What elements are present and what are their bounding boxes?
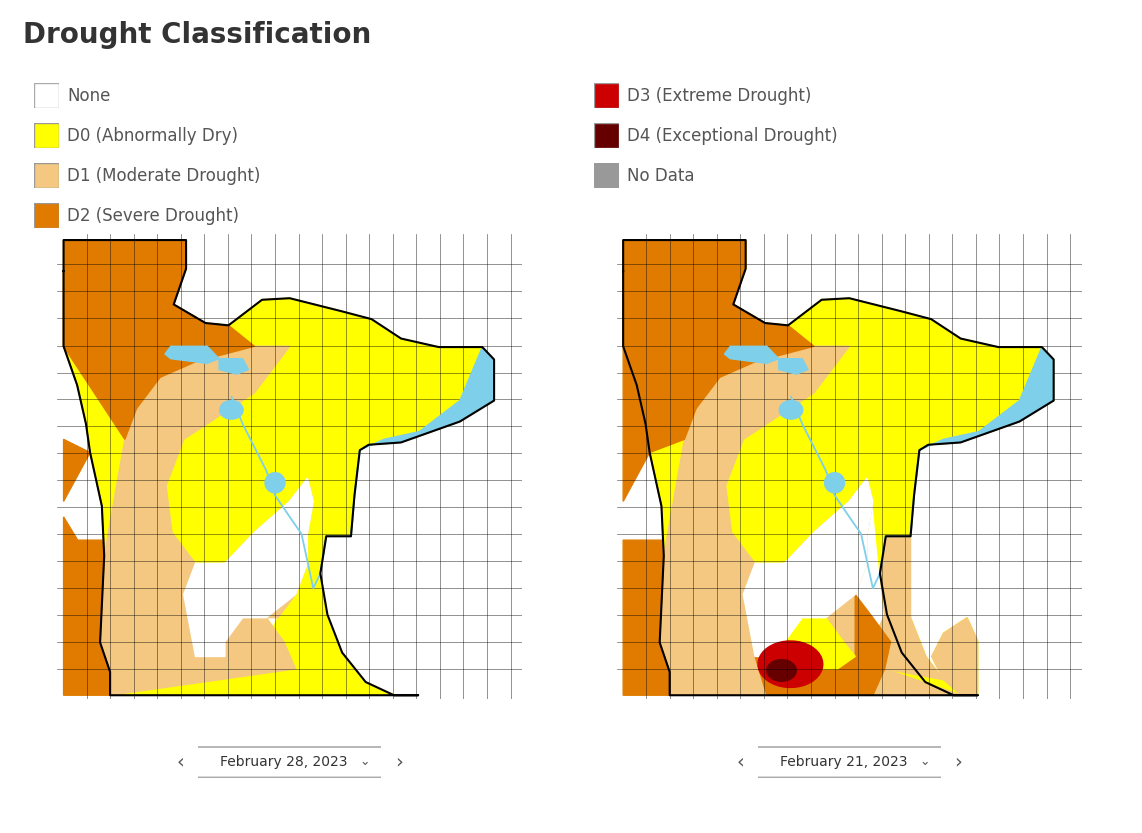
Text: ›: ›	[955, 753, 962, 771]
Polygon shape	[64, 240, 494, 610]
Polygon shape	[624, 540, 669, 696]
Polygon shape	[110, 579, 296, 696]
FancyBboxPatch shape	[594, 163, 619, 188]
Polygon shape	[755, 595, 891, 696]
Polygon shape	[184, 478, 313, 656]
Polygon shape	[785, 618, 844, 669]
Polygon shape	[64, 271, 313, 656]
FancyBboxPatch shape	[594, 83, 619, 108]
Text: D1 (Moderate Drought): D1 (Moderate Drought)	[67, 167, 260, 185]
Polygon shape	[785, 618, 855, 669]
FancyBboxPatch shape	[34, 83, 59, 108]
FancyBboxPatch shape	[34, 203, 59, 228]
Polygon shape	[219, 359, 249, 374]
Polygon shape	[785, 595, 978, 696]
Text: Drought Classification: Drought Classification	[23, 21, 371, 49]
Text: D4 (Exceptional Drought): D4 (Exceptional Drought)	[627, 127, 837, 145]
FancyBboxPatch shape	[755, 747, 944, 777]
Polygon shape	[779, 359, 809, 374]
Text: February 28, 2023: February 28, 2023	[220, 755, 348, 769]
Polygon shape	[767, 660, 796, 681]
Polygon shape	[758, 641, 822, 687]
Polygon shape	[64, 240, 255, 408]
Polygon shape	[624, 347, 697, 501]
Text: ‹: ‹	[177, 753, 185, 771]
Text: ‹: ‹	[737, 753, 745, 771]
Polygon shape	[624, 240, 1054, 610]
Polygon shape	[360, 347, 494, 450]
Polygon shape	[724, 347, 779, 363]
Polygon shape	[64, 240, 494, 696]
Polygon shape	[880, 536, 978, 696]
FancyBboxPatch shape	[195, 747, 385, 777]
Polygon shape	[64, 271, 137, 439]
Text: No Data: No Data	[627, 167, 694, 185]
Polygon shape	[624, 271, 872, 656]
Polygon shape	[64, 347, 296, 696]
Polygon shape	[669, 595, 785, 696]
Polygon shape	[219, 401, 243, 419]
Polygon shape	[919, 347, 1054, 450]
FancyBboxPatch shape	[34, 123, 59, 148]
Text: ⌄: ⌄	[919, 755, 930, 768]
Polygon shape	[624, 240, 1054, 696]
Polygon shape	[164, 347, 219, 363]
Text: February 21, 2023: February 21, 2023	[780, 755, 908, 769]
Polygon shape	[265, 472, 286, 493]
Polygon shape	[785, 536, 978, 696]
Polygon shape	[867, 478, 954, 696]
Text: D3 (Extreme Drought): D3 (Extreme Drought)	[627, 87, 811, 105]
Polygon shape	[64, 517, 110, 696]
Polygon shape	[266, 478, 394, 696]
Text: D2 (Severe Drought): D2 (Severe Drought)	[67, 207, 240, 225]
Polygon shape	[64, 439, 90, 501]
Text: None: None	[67, 87, 111, 105]
Text: D0 (Abnormally Dry): D0 (Abnormally Dry)	[67, 127, 239, 145]
FancyBboxPatch shape	[594, 123, 619, 148]
FancyBboxPatch shape	[34, 163, 59, 188]
Polygon shape	[624, 347, 785, 696]
Text: ⌄: ⌄	[360, 755, 370, 768]
Polygon shape	[743, 478, 872, 656]
Text: ›: ›	[395, 753, 402, 771]
Polygon shape	[779, 401, 803, 419]
Polygon shape	[932, 618, 978, 696]
Polygon shape	[624, 240, 814, 408]
Polygon shape	[825, 472, 845, 493]
